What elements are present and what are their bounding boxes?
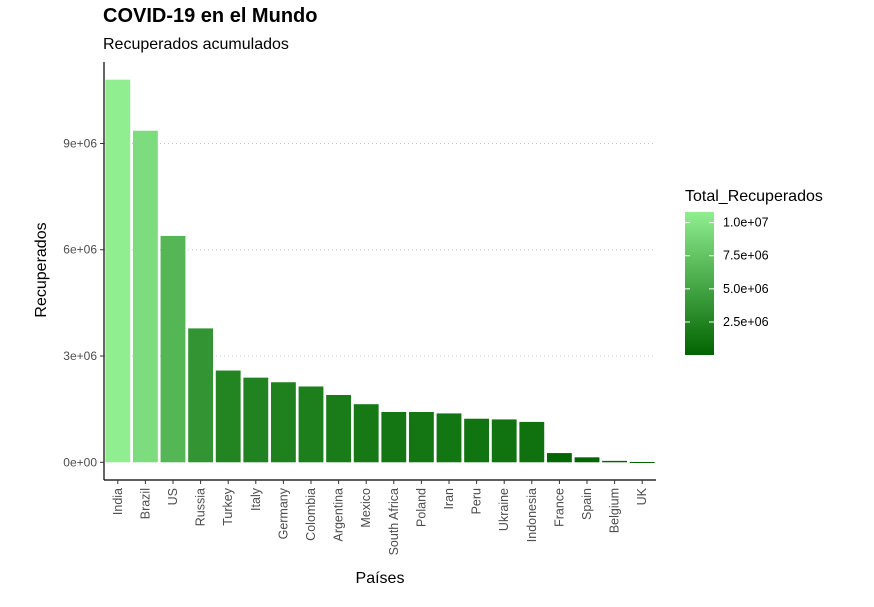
bar bbox=[326, 394, 352, 463]
bar bbox=[105, 79, 131, 463]
bar bbox=[132, 130, 158, 463]
legend-label: 5.0e+06 bbox=[723, 282, 769, 296]
x-tick-label: Mexico bbox=[359, 488, 373, 528]
chart-subtitle: Recuperados acumulados bbox=[103, 36, 289, 53]
x-tick-label: India bbox=[111, 488, 125, 515]
bars bbox=[105, 79, 655, 464]
chart-title: COVID-19 en el Mundo bbox=[103, 5, 317, 27]
bar bbox=[188, 328, 214, 463]
bar bbox=[408, 411, 434, 463]
legend-label: 1.0e+07 bbox=[723, 216, 769, 230]
bar bbox=[160, 235, 186, 463]
x-tick-label: Turkey bbox=[221, 487, 235, 525]
x-tick-label: US bbox=[166, 488, 180, 505]
x-tick-label: Colombia bbox=[304, 488, 318, 541]
x-tick-label: Germany bbox=[276, 487, 290, 539]
bar bbox=[270, 382, 296, 463]
legend-title: Total_Recuperados bbox=[685, 188, 823, 205]
bar bbox=[215, 370, 241, 463]
x-axis-ticks: India Brazil US Russia Turkey Italy Germany Col… bbox=[111, 480, 649, 555]
y-tick-label: 3e+06 bbox=[63, 349, 97, 363]
legend-colorbar bbox=[685, 212, 714, 355]
x-tick-label: UK bbox=[635, 487, 649, 505]
y-axis-title: Recuperados bbox=[33, 222, 50, 317]
y-tick-label: 9e+06 bbox=[63, 136, 97, 150]
bar bbox=[629, 462, 655, 464]
x-tick-label: Italy bbox=[249, 487, 263, 511]
x-tick-label: Brazil bbox=[138, 488, 152, 519]
bar bbox=[243, 377, 269, 463]
legend-ticks: 1.0e+07 7.5e+06 5.0e+06 2.5e+06 bbox=[685, 216, 769, 329]
legend-label: 2.5e+06 bbox=[723, 315, 769, 329]
x-tick-label: Poland bbox=[414, 488, 428, 527]
bar bbox=[381, 411, 407, 463]
bar bbox=[298, 386, 324, 463]
x-tick-label: Spain bbox=[580, 488, 594, 520]
x-tick-label: Indonesia bbox=[525, 488, 539, 542]
x-axis-title: Países bbox=[356, 570, 405, 587]
bar bbox=[519, 421, 545, 463]
x-tick-label: Iran bbox=[442, 488, 456, 510]
bar bbox=[353, 404, 379, 463]
y-axis-ticks: 0e+00 3e+06 6e+06 9e+06 bbox=[63, 136, 104, 469]
x-tick-label: Belgium bbox=[608, 488, 622, 533]
y-tick-label: 6e+06 bbox=[63, 243, 97, 257]
bar bbox=[574, 457, 600, 463]
bar bbox=[464, 418, 490, 463]
bar bbox=[491, 419, 517, 463]
legend-label: 7.5e+06 bbox=[723, 249, 769, 263]
gridlines bbox=[104, 142, 656, 357]
x-tick-label: Peru bbox=[470, 488, 484, 514]
legend: Total_Recuperados 1.0e+07 7.5e+06 5.0e+06 2… bbox=[685, 188, 823, 355]
x-tick-label: Ukraine bbox=[497, 488, 511, 531]
bar bbox=[546, 453, 572, 463]
x-tick-label: South Africa bbox=[387, 488, 401, 555]
bar bbox=[436, 413, 462, 463]
x-tick-label: Argentina bbox=[332, 488, 346, 542]
x-tick-label: Russia bbox=[194, 488, 208, 526]
bar bbox=[602, 460, 628, 463]
y-tick-label: 0e+00 bbox=[63, 455, 97, 469]
x-tick-label: France bbox=[552, 488, 566, 527]
axes bbox=[103, 62, 656, 481]
